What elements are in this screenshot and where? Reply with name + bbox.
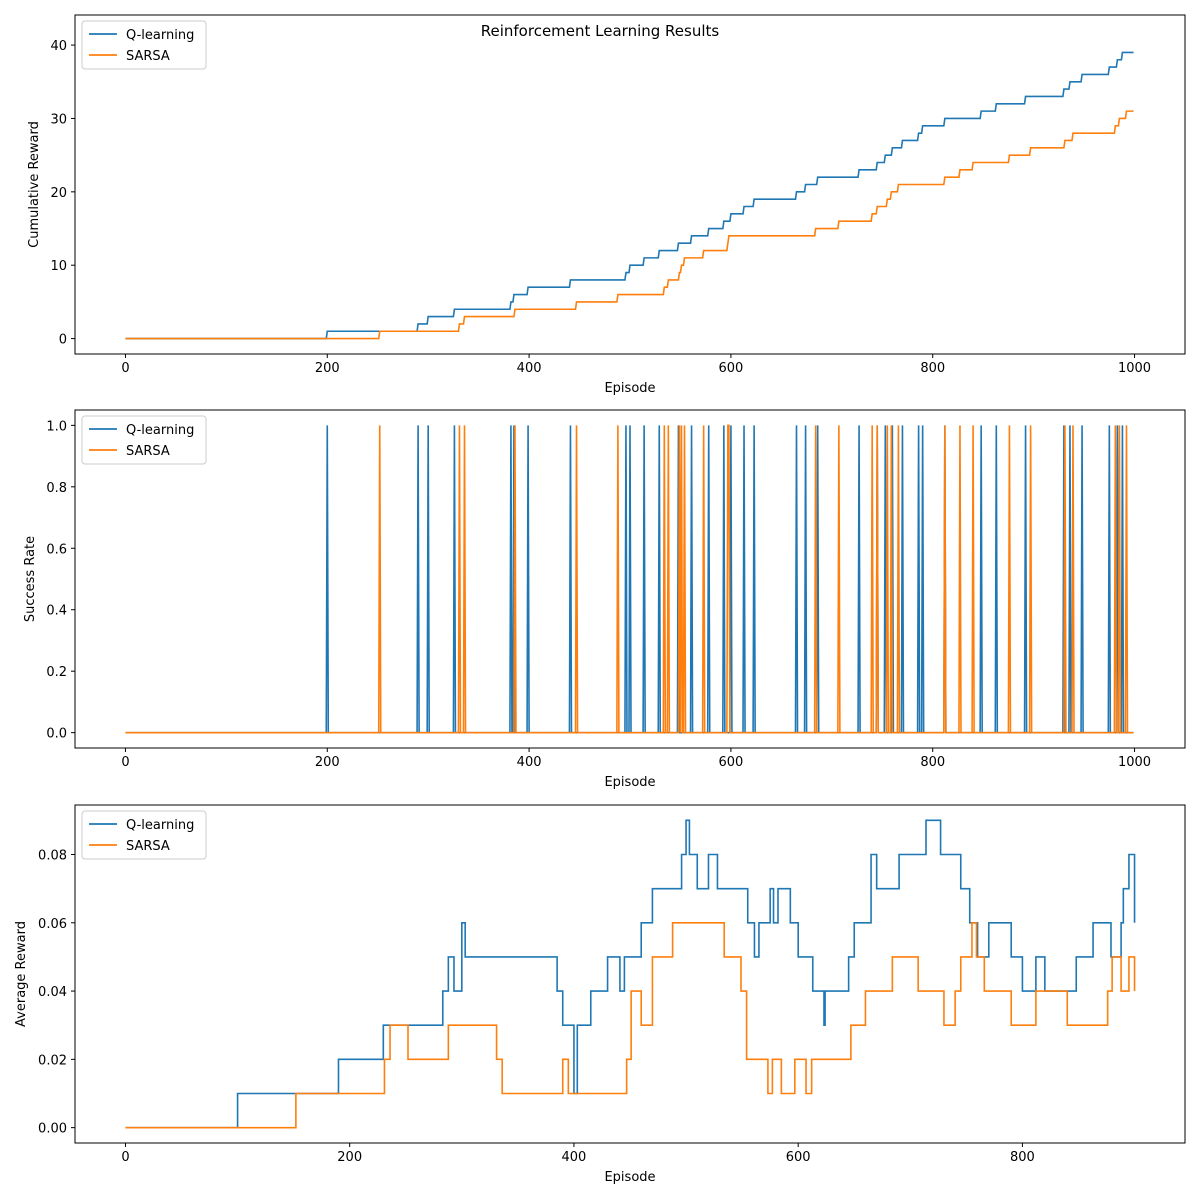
- y-tick-label: 0.8: [46, 481, 67, 496]
- legend-box: [81, 810, 207, 860]
- x-tick-label: 800: [920, 755, 945, 770]
- y-tick-label: 30: [50, 112, 67, 127]
- x-tick-label: 1000: [1118, 755, 1151, 770]
- x-tick-label: 600: [786, 1150, 811, 1165]
- figure-title: Reinforcement Learning Results: [481, 22, 720, 40]
- x-tick-label: 400: [517, 361, 542, 376]
- series-line-q-learning: [125, 425, 1134, 734]
- x-axis-label: Episode: [604, 381, 655, 396]
- x-tick-label: 400: [562, 1150, 587, 1165]
- series-line-q-learning: [125, 51, 1134, 340]
- y-axis-label: Cumulative Reward: [27, 121, 42, 248]
- legend-label-sarsa: SARSA: [126, 839, 170, 854]
- charts-container: 0 200 400 600 800 1000 0 10 20 30 40 Episode Cumulat…: [14, 14, 1186, 1185]
- chart-1: 0 200 400 600 800 1000 0 10 20 30 40 Episode Cumulat…: [27, 14, 1186, 396]
- legend-label-sarsa: SARSA: [126, 444, 170, 459]
- x-tick-label: 200: [315, 755, 340, 770]
- x-tick-label: 0: [121, 755, 129, 770]
- x-tick-label: 0: [121, 1150, 129, 1165]
- x-tick-label: 600: [718, 361, 743, 376]
- y-tick-label: 1.0: [46, 419, 67, 434]
- x-axis-label: Episode: [604, 1170, 655, 1185]
- x-tick-label: 800: [920, 361, 945, 376]
- x-tick-label: 200: [337, 1150, 362, 1165]
- y-tick-label: 0.00: [38, 1122, 67, 1137]
- series-line-sarsa: [125, 921, 1136, 1129]
- legend-label-q-learning: Q-learning: [126, 423, 194, 438]
- x-axis-label: Episode: [604, 775, 655, 790]
- y-tick-label: 0.02: [38, 1053, 67, 1068]
- x-tick-label: 400: [517, 755, 542, 770]
- legend: Q-learning SARSA: [81, 20, 207, 70]
- x-tick-label: 1000: [1118, 361, 1151, 376]
- y-tick-label: 0: [59, 333, 67, 348]
- y-tick-label: 0.08: [38, 849, 67, 864]
- plot-frame: [74, 804, 1186, 1144]
- plot-frame: [74, 409, 1186, 749]
- y-tick-label: 20: [50, 186, 67, 201]
- legend-label-q-learning: Q-learning: [126, 818, 194, 833]
- y-tick-label: 0.2: [46, 665, 67, 680]
- x-tick-label: 800: [1010, 1150, 1035, 1165]
- chart-3: 0 200 400 600 800 0.00 0.02 0.04 0.06 0.08 Episode…: [14, 804, 1186, 1185]
- y-tick-label: 10: [50, 259, 67, 274]
- y-axis-label: Success Rate: [23, 536, 38, 622]
- series-line-sarsa: [125, 424, 1134, 734]
- legend-label-sarsa: SARSA: [126, 49, 170, 64]
- legend: Q-learning SARSA: [81, 415, 207, 465]
- x-tick-label: 0: [121, 361, 129, 376]
- y-tick-label: 0.4: [46, 604, 67, 619]
- y-tick-label: 0.6: [46, 542, 67, 557]
- x-tick-label: 600: [718, 755, 743, 770]
- x-tick-label: 200: [315, 361, 340, 376]
- y-tick-label: 0.0: [46, 727, 67, 742]
- y-tick-label: 0.06: [38, 917, 67, 932]
- plot-frame: [74, 14, 1186, 355]
- chart-2: 0 200 400 600 800 1000 0.0 0.2 0.4 0.6 0.8 1.0 Episo…: [23, 409, 1186, 790]
- y-tick-label: 0.04: [38, 985, 67, 1000]
- legend-box: [81, 20, 207, 70]
- legend-label-q-learning: Q-learning: [126, 28, 194, 43]
- series-line-sarsa: [125, 110, 1134, 340]
- series-line-q-learning: [125, 819, 1136, 1129]
- legend: Q-learning SARSA: [81, 810, 207, 860]
- y-axis-label: Average Reward: [14, 921, 29, 1027]
- legend-box: [81, 415, 207, 465]
- y-tick-label: 40: [50, 39, 67, 54]
